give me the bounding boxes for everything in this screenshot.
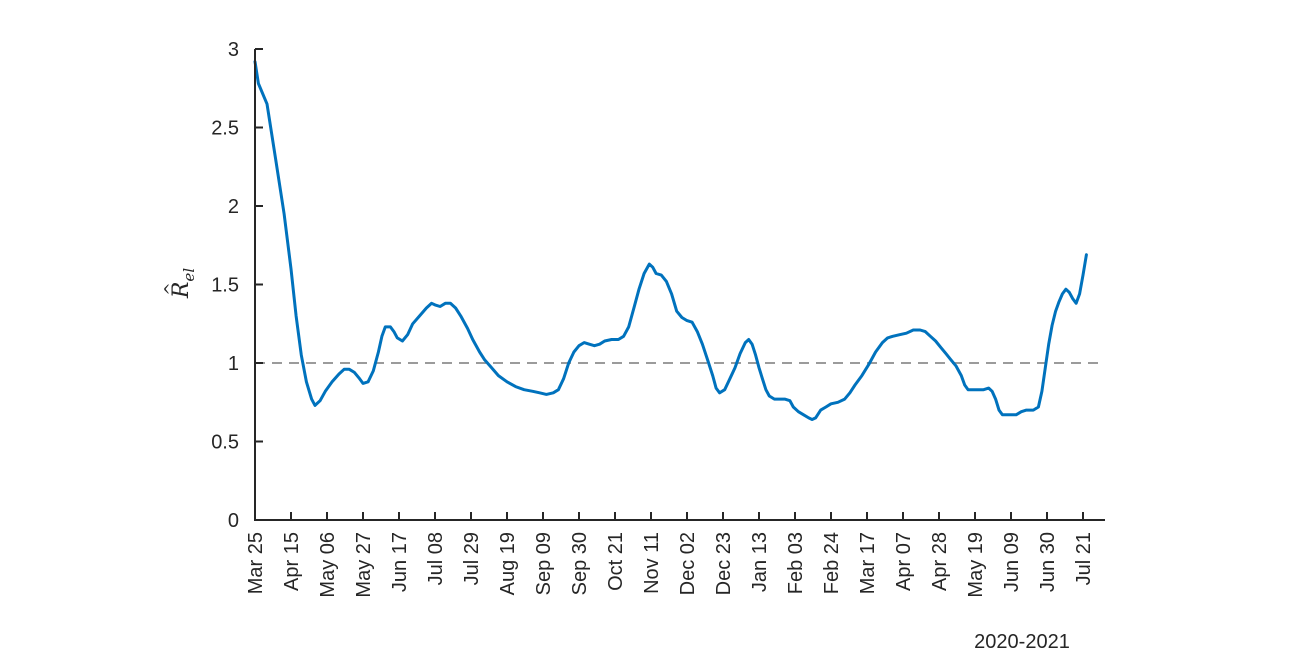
- x-tick-label: Mar 25: [245, 532, 267, 594]
- y-axis-label: Rel ^: [161, 268, 198, 299]
- x-tick-label: Sep 30: [569, 532, 591, 595]
- x-tick-label: Apr 28: [929, 532, 951, 591]
- x-tick-label: Dec 02: [677, 532, 699, 595]
- x-tick-label: Nov 11: [641, 532, 663, 594]
- y-tick-label: 3: [228, 39, 239, 61]
- y-axis-label-subscript: el: [180, 268, 198, 282]
- x-tick-label: Jun 30: [1037, 532, 1059, 592]
- svg-text:Rel: Rel: [169, 268, 198, 299]
- series-line-0: [253, 60, 1088, 421]
- y-ticks: 0 0.5 1 1.5 2 2.5 3: [211, 39, 263, 532]
- y-tick-label: 2.5: [211, 118, 239, 140]
- y-tick-label: 1: [228, 353, 239, 375]
- x-tick-label: Jan 13: [749, 532, 771, 592]
- x-tick-label: Mar 17: [857, 532, 879, 594]
- x-tick-label: Oct 21: [605, 532, 627, 591]
- axes: [254, 49, 1105, 521]
- x-ticks: Mar 25 Apr 15 May 06 May 27 Jun 17 Jul 08 Jul …: [245, 512, 1095, 598]
- x-tick-label: Feb 03: [785, 532, 807, 594]
- x-tick-label: Sep 09: [533, 532, 555, 595]
- x-tick-label: Jul 08: [425, 532, 447, 585]
- x-tick-label: Jun 17: [389, 532, 411, 592]
- y-tick-label: 0: [228, 510, 239, 532]
- x-tick-label: May 06: [317, 532, 339, 598]
- y-tick-label: 1.5: [211, 275, 239, 297]
- y-axis-label-hat: ^: [161, 282, 180, 295]
- x-tick-label: Jul 29: [461, 532, 483, 585]
- x-tick-label: May 19: [965, 532, 987, 598]
- y-axis-label-symbol: R: [169, 282, 194, 300]
- y-tick-label: 2: [228, 196, 239, 218]
- x-tick-label: Dec 23: [713, 532, 735, 595]
- x-tick-label: May 27: [353, 532, 375, 598]
- x-tick-label: Jul 21: [1073, 532, 1095, 585]
- x-tick-label: Feb 24: [821, 532, 843, 594]
- x-tick-label: Apr 15: [281, 532, 303, 591]
- x-tick-label: Apr 07: [893, 532, 915, 591]
- series-layer: [253, 60, 1088, 421]
- x-axis-label: 2020-2021: [974, 631, 1070, 653]
- x-tick-label: Aug 19: [497, 532, 519, 595]
- x-tick-label: Jun 09: [1001, 532, 1023, 592]
- y-tick-label: 0.5: [211, 432, 239, 454]
